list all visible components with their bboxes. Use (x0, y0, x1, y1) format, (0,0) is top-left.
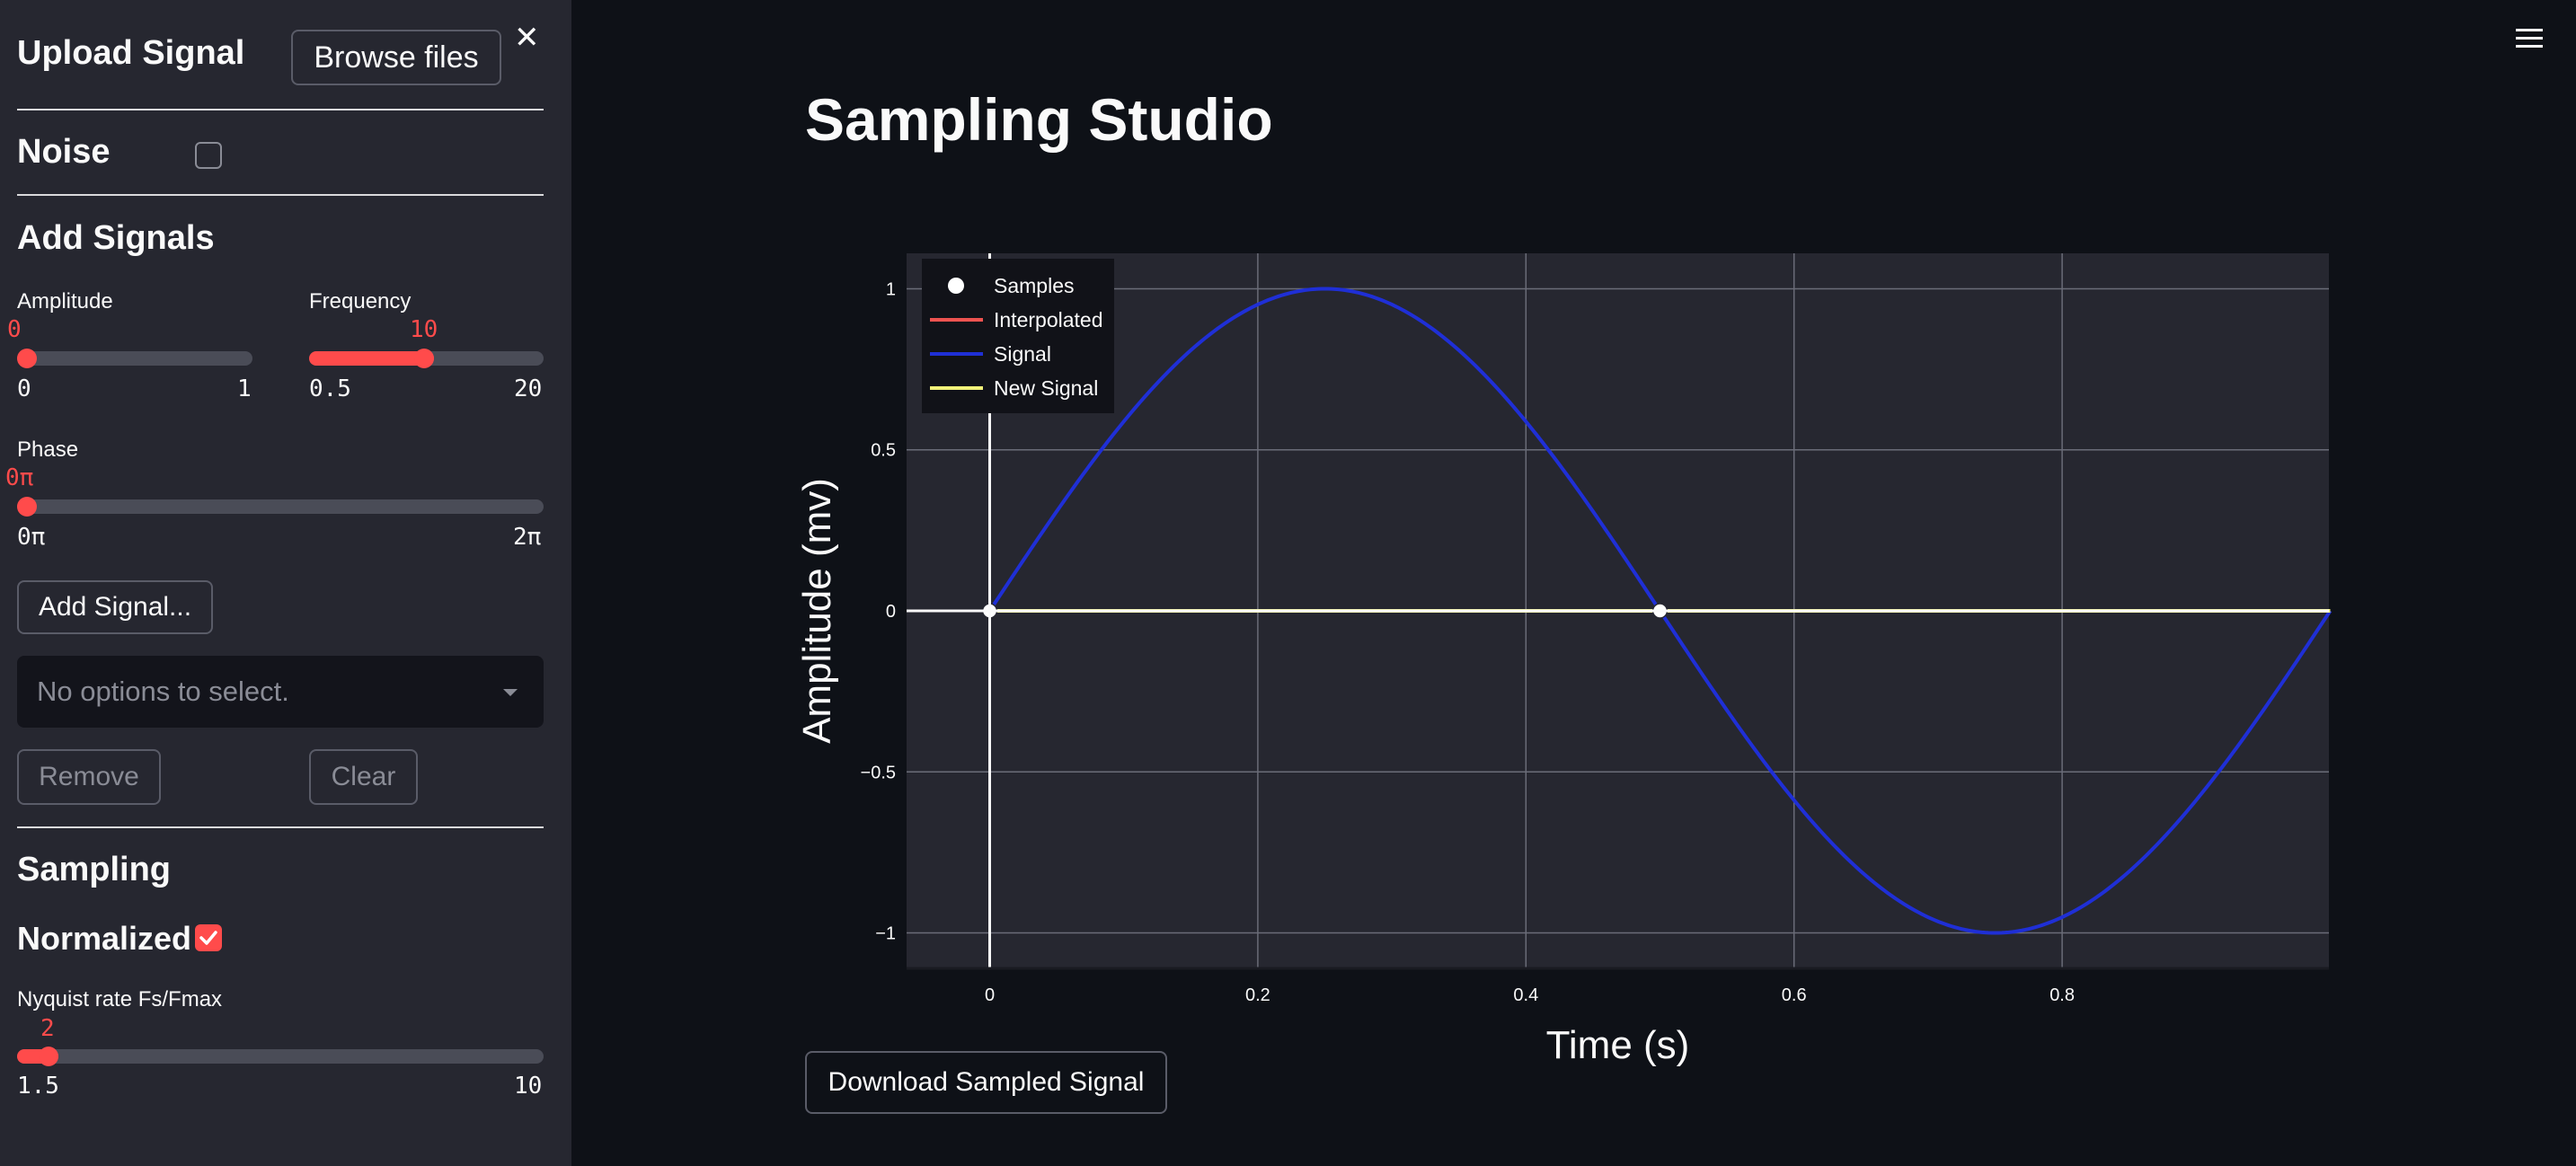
noise-checkbox[interactable] (195, 142, 222, 169)
checkmark-icon (199, 931, 217, 945)
frequency-min: 0.5 (309, 375, 351, 402)
y-tick-label: 0 (886, 602, 896, 622)
legend-item: Samples (994, 274, 1074, 297)
add-signals-title: Add Signals (17, 219, 215, 257)
sampling-title: Sampling (17, 851, 172, 888)
frequency-slider-fill (309, 351, 434, 366)
divider (17, 194, 544, 196)
amplitude-max: 1 (237, 375, 252, 402)
frequency-value: 10 (410, 316, 438, 343)
phase-min: 0π (17, 524, 46, 551)
amplitude-slider[interactable] (17, 349, 252, 368)
add-signal-button[interactable]: Add Signal... (17, 580, 213, 634)
x-tick-label: 0.8 (2049, 985, 2075, 1005)
noise-title: Noise (17, 133, 111, 171)
remove-button[interactable]: Remove (17, 749, 161, 805)
x-tick-label: 0.4 (1513, 985, 1538, 1005)
normalized-checkbox[interactable] (195, 924, 222, 951)
divider (17, 109, 544, 110)
amplitude-label: Amplitude (17, 289, 113, 314)
nyquist-min: 1.5 (17, 1073, 59, 1100)
divider (17, 826, 544, 828)
y-axis-label: Amplitude (mv) (795, 478, 839, 744)
page-title: Sampling Studio (805, 86, 1273, 153)
y-tick-label: −0.5 (861, 763, 896, 782)
x-tick-label: 0.6 (1782, 985, 1807, 1005)
amplitude-min: 0 (17, 375, 31, 402)
upload-signal-title: Upload Signal (17, 34, 245, 72)
nyquist-value: 2 (40, 1015, 55, 1042)
x-tick-label: 0.2 (1245, 985, 1270, 1005)
normalized-label: Normalized (17, 920, 192, 957)
browse-files-button[interactable]: Browse files (291, 30, 501, 85)
amplitude-slider-thumb[interactable] (17, 349, 37, 368)
amplitude-value: 0 (7, 316, 22, 343)
x-axis-label: Time (s) (1546, 1023, 1690, 1067)
nyquist-slider[interactable] (17, 1047, 544, 1066)
signal-select-placeholder: No options to select. (37, 676, 289, 707)
y-tick-label: 1 (886, 279, 896, 299)
frequency-label: Frequency (309, 289, 412, 314)
clear-button[interactable]: Clear (309, 749, 418, 805)
nyquist-slider-thumb[interactable] (39, 1047, 58, 1066)
y-tick-label: 0.5 (871, 441, 896, 461)
signal-select[interactable]: No options to select. (17, 656, 544, 728)
nyquist-max: 10 (514, 1073, 543, 1100)
frequency-slider-thumb[interactable] (414, 349, 434, 368)
chevron-down-icon (503, 689, 518, 696)
hamburger-menu-icon[interactable] (2513, 25, 2545, 52)
phase-slider[interactable] (17, 497, 544, 517)
legend-item: Signal (994, 342, 1051, 366)
phase-slider-thumb[interactable] (17, 497, 37, 517)
y-tick-label: −1 (875, 924, 896, 944)
phase-label: Phase (17, 437, 79, 462)
frequency-slider[interactable] (309, 349, 544, 368)
close-icon[interactable]: ✕ (514, 21, 540, 55)
x-tick-label: 0 (985, 985, 995, 1005)
legend-marker-samples (948, 278, 964, 294)
sidebar: Upload Signal Browse files ✕ Noise Add S… (0, 0, 571, 1166)
phase-max: 2π (513, 524, 542, 551)
legend-item: New Signal (994, 376, 1098, 400)
phase-value: 0π (5, 464, 34, 491)
legend-item: Interpolated (994, 308, 1102, 331)
download-sampled-signal-button[interactable]: Download Sampled Signal (805, 1051, 1167, 1114)
nyquist-label: Nyquist rate Fs/Fmax (17, 987, 223, 1011)
frequency-max: 20 (514, 375, 543, 402)
signal-chart[interactable]: 0 0.2 0.4 0.6 0.8 1 0.5 0 −0.5 −1 Time (s) Amplit… (791, 243, 2336, 1069)
